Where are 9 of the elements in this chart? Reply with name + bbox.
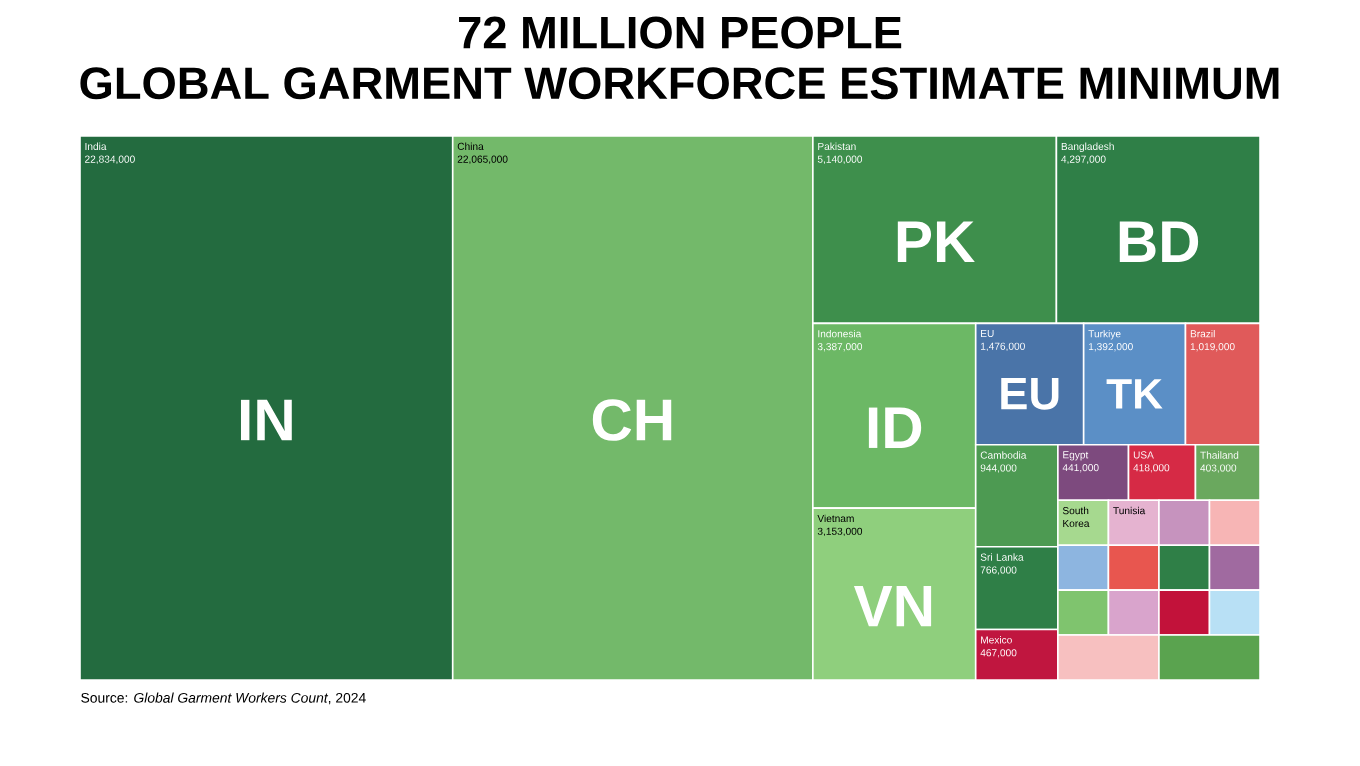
text: 72 MILLION PEOPLE GLOBAL GARMENT WORKFORCE ESTIMATE MINIMUM bbox=[80, 16, 1279, 100]
text: EU bbox=[1001, 377, 1059, 410]
text: IN bbox=[240, 399, 292, 441]
text: TK bbox=[1106, 379, 1163, 409]
text: CH bbox=[592, 399, 672, 441]
text: ID bbox=[868, 407, 922, 448]
text: BD bbox=[1119, 221, 1199, 262]
text: PK bbox=[897, 221, 975, 262]
text: VN bbox=[853, 585, 932, 627]
